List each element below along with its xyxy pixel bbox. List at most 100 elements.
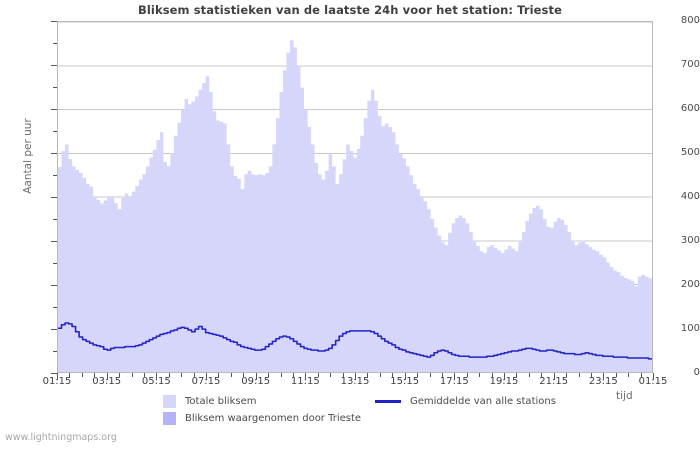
x-axis-minor-tick <box>529 373 530 377</box>
x-axis-tick-mark <box>107 373 108 380</box>
x-axis-minor-tick <box>281 373 282 377</box>
y-axis-minor-tick <box>53 175 57 176</box>
x-axis-tick-mark <box>405 373 406 380</box>
x-axis-minor-tick <box>579 373 580 377</box>
y-axis-tick-mark <box>51 373 57 374</box>
series-line-gemiddelde <box>58 322 652 360</box>
x-axis-minor-tick <box>367 373 368 377</box>
x-axis-minor-tick <box>591 373 592 377</box>
x-axis-minor-tick <box>94 373 95 377</box>
x-axis-minor-tick <box>119 373 120 377</box>
y-axis-minor-tick <box>53 263 57 264</box>
x-axis-minor-tick <box>82 373 83 377</box>
legend-item-totale-bliksem: Totale bliksem <box>163 394 256 408</box>
x-axis-tick-mark <box>603 373 604 380</box>
x-axis-tick-label: 17:15 <box>439 376 469 387</box>
x-axis-minor-tick <box>479 373 480 377</box>
x-axis-tick-mark <box>305 373 306 380</box>
chart-plot-svg <box>58 22 652 372</box>
x-axis-tick-mark <box>206 373 207 380</box>
x-axis-title: tijd <box>616 390 633 402</box>
x-axis-tick-mark <box>653 373 654 380</box>
y-axis-tick-mark <box>51 109 57 110</box>
y-axis-tick-mark <box>51 65 57 66</box>
x-axis-minor-tick <box>392 373 393 377</box>
plot-area <box>57 21 653 373</box>
x-axis-minor-tick <box>442 373 443 377</box>
x-axis-minor-tick <box>467 373 468 377</box>
x-axis-minor-tick <box>293 373 294 377</box>
y-axis-minor-tick <box>53 131 57 132</box>
x-axis-minor-tick <box>330 373 331 377</box>
y-axis-title: Aantal per uur <box>22 118 34 194</box>
x-axis-tick-mark <box>454 373 455 380</box>
x-axis-tick-label: 01:15 <box>638 376 668 387</box>
x-axis-tick-label: 23:15 <box>588 376 618 387</box>
x-axis-tick-label: 01:15 <box>42 376 72 387</box>
x-axis-tick-label: 11:15 <box>290 376 320 387</box>
x-axis-tick-label: 21:15 <box>539 376 569 387</box>
y-axis-minor-tick <box>53 87 57 88</box>
x-axis-tick-label: 07:15 <box>191 376 221 387</box>
x-axis-minor-tick <box>541 373 542 377</box>
y-axis-tick-label: 400 <box>680 191 700 202</box>
x-axis-tick-label: 09:15 <box>241 376 271 387</box>
x-axis-minor-tick <box>380 373 381 377</box>
x-axis-tick-label: 19:15 <box>489 376 519 387</box>
x-axis-tick-label: 15:15 <box>390 376 420 387</box>
watermark-text: www.lightningmaps.org <box>5 432 117 443</box>
x-axis-minor-tick <box>616 373 617 377</box>
x-axis-minor-tick <box>318 373 319 377</box>
series-area-totale-bliksem <box>58 40 652 372</box>
x-axis-tick-mark <box>156 373 157 380</box>
y-axis-tick-label: 600 <box>680 103 700 114</box>
legend-swatch-icon <box>163 394 176 408</box>
x-axis-minor-tick <box>628 373 629 377</box>
y-axis-minor-tick <box>53 307 57 308</box>
y-axis-minor-tick <box>53 219 57 220</box>
x-axis-tick-mark <box>355 373 356 380</box>
x-axis-minor-tick <box>343 373 344 377</box>
x-axis-minor-tick <box>132 373 133 377</box>
legend-label: Bliksem waargenomen door Trieste <box>185 412 362 424</box>
y-axis-tick-label: 300 <box>680 235 700 246</box>
legend-line-icon <box>375 399 401 403</box>
x-axis-minor-tick <box>516 373 517 377</box>
x-axis-tick-mark <box>256 373 257 380</box>
legend-swatch-icon <box>163 411 176 425</box>
y-axis-tick-mark <box>51 21 57 22</box>
y-axis-tick-mark <box>51 285 57 286</box>
x-axis-minor-tick <box>194 373 195 377</box>
x-axis-minor-tick <box>144 373 145 377</box>
chart-legend: Totale bliksem Bliksem waargenomen door … <box>0 392 700 426</box>
chart-title: Bliksem statistieken van de laatste 24h … <box>138 3 562 17</box>
x-axis-minor-tick <box>218 373 219 377</box>
x-axis-minor-tick <box>181 373 182 377</box>
x-axis-tick-mark <box>57 373 58 380</box>
y-axis-tick-label: 100 <box>680 323 700 334</box>
x-axis-minor-tick <box>243 373 244 377</box>
y-axis-tick-mark <box>51 153 57 154</box>
y-axis-tick-mark <box>51 241 57 242</box>
x-axis-minor-tick <box>641 373 642 377</box>
legend-label: Totale bliksem <box>185 395 257 407</box>
x-axis-tick-mark <box>504 373 505 380</box>
x-axis-minor-tick <box>430 373 431 377</box>
y-axis-tick-mark <box>51 329 57 330</box>
x-axis-tick-label: 05:15 <box>141 376 171 387</box>
x-axis-minor-tick <box>268 373 269 377</box>
y-axis-tick-label: 0 <box>693 367 700 378</box>
x-axis-minor-tick <box>566 373 567 377</box>
x-axis-tick-label: 13:15 <box>340 376 370 387</box>
x-axis-tick-mark <box>554 373 555 380</box>
y-axis-minor-tick <box>53 43 57 44</box>
y-axis-tick-label: 800 <box>680 15 700 26</box>
x-axis-minor-tick <box>492 373 493 377</box>
legend-item-bliksem-trieste: Bliksem waargenomen door Trieste <box>163 411 361 425</box>
x-axis-minor-tick <box>169 373 170 377</box>
x-axis-minor-tick <box>231 373 232 377</box>
x-axis-tick-label: 03:15 <box>92 376 122 387</box>
y-axis-minor-tick <box>53 351 57 352</box>
x-axis-minor-tick <box>417 373 418 377</box>
